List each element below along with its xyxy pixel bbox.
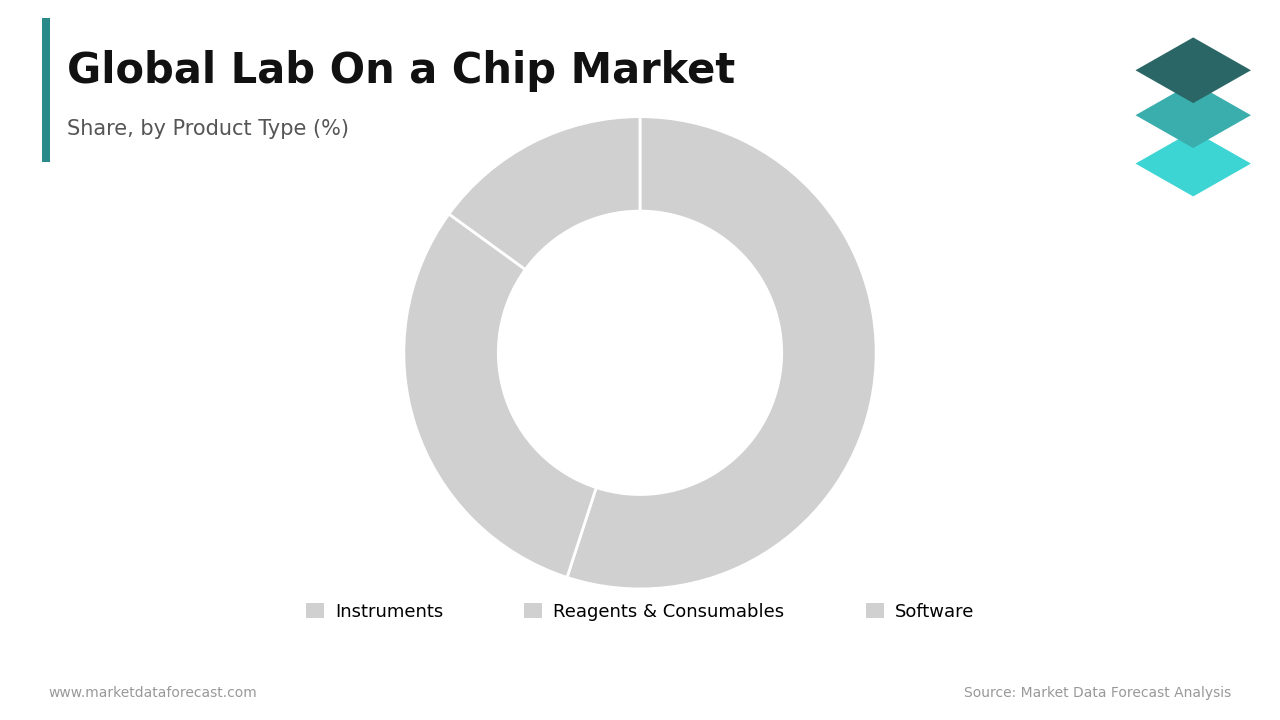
Wedge shape: [449, 117, 640, 269]
Text: www.marketdataforecast.com: www.marketdataforecast.com: [49, 686, 257, 700]
Text: Share, by Product Type (%): Share, by Product Type (%): [67, 119, 348, 139]
Polygon shape: [1135, 131, 1251, 197]
Wedge shape: [567, 117, 876, 589]
Polygon shape: [1135, 37, 1251, 103]
Text: Source: Market Data Forecast Analysis: Source: Market Data Forecast Analysis: [964, 686, 1231, 700]
Wedge shape: [404, 214, 596, 577]
Legend: Instruments, Reagents & Consumables, Software: Instruments, Reagents & Consumables, Sof…: [298, 595, 982, 628]
Text: Global Lab On a Chip Market: Global Lab On a Chip Market: [67, 50, 735, 92]
Polygon shape: [1135, 82, 1251, 148]
